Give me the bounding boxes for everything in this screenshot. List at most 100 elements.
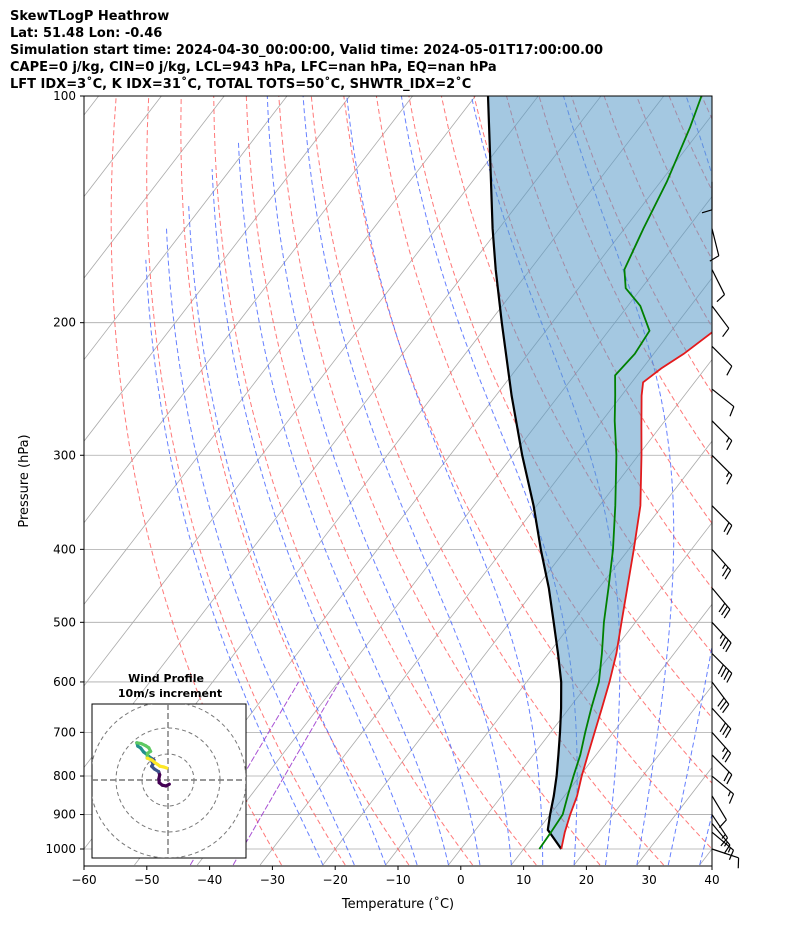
shade-layer bbox=[488, 96, 712, 849]
indices-line: LFT IDX=3˚C, K IDX=31˚C, TOTAL TOTS=50˚C… bbox=[10, 77, 472, 92]
wind-barb-flag bbox=[723, 844, 731, 855]
wind-barb-half-flag bbox=[722, 746, 726, 753]
wind-barb-flag bbox=[723, 670, 730, 680]
wind-barb-staff bbox=[711, 795, 727, 821]
isotherm-line bbox=[573, 685, 712, 866]
wind-barb-half-flag bbox=[719, 633, 724, 639]
time-line: Simulation start time: 2024-04-30_00:00:… bbox=[10, 43, 603, 58]
y-tick-label: 1000 bbox=[45, 842, 76, 856]
axis-layer: −60 −50 −40 −30 −20 −10 0 10 20 30 40 1000 900 800 700… bbox=[45, 89, 719, 887]
isotherm-line bbox=[448, 522, 712, 866]
x-tick-label: 40 bbox=[704, 873, 719, 887]
hodograph-title: Wind Profile bbox=[128, 672, 204, 685]
isotherm-line bbox=[84, 96, 288, 361]
x-tick-label: −50 bbox=[134, 873, 159, 887]
wind-barb-flag bbox=[726, 774, 733, 785]
wind-barb-staff bbox=[711, 388, 735, 408]
wind-barb-flag bbox=[723, 522, 730, 533]
wind-barb bbox=[709, 228, 720, 262]
chart-title-block: SkewTLogP Heathrow Lat: 51.48 Lon: -0.46… bbox=[10, 8, 790, 93]
wind-barb-flag bbox=[717, 697, 725, 707]
wind-barb-flag bbox=[716, 294, 725, 303]
wind-barbs bbox=[701, 181, 740, 869]
x-tick-label: 20 bbox=[579, 873, 594, 887]
wind-barb bbox=[711, 454, 733, 485]
location-line: Lat: 51.48 Lon: -0.46 bbox=[10, 26, 163, 41]
dry-adiabat-line bbox=[180, 96, 410, 866]
series-layer bbox=[486, 96, 712, 850]
wind-barb-half-flag bbox=[723, 841, 728, 847]
dry-adiabat-line bbox=[408, 96, 712, 719]
wind-barb-staff bbox=[711, 587, 731, 610]
isotherm-line bbox=[84, 96, 413, 524]
wind-barb-staff bbox=[711, 823, 731, 846]
parcel-profile-line bbox=[486, 96, 563, 850]
wind-barb bbox=[711, 795, 727, 828]
moist-adiabat-line bbox=[667, 96, 712, 866]
isotherm-line bbox=[763, 96, 794, 865]
moist-adiabat-line bbox=[188, 205, 387, 866]
hodograph-frame bbox=[91, 703, 247, 859]
dry-adiabat-line bbox=[213, 96, 474, 866]
wind-barb bbox=[711, 754, 733, 785]
wind-barb bbox=[701, 181, 713, 214]
moist-adiabat-line bbox=[166, 228, 355, 866]
wind-barb-flag bbox=[709, 255, 720, 262]
hodograph: Wind Profile 10m/s increment bbox=[91, 672, 247, 859]
wind-barb-flag bbox=[726, 673, 733, 683]
y-tick-label: 800 bbox=[53, 769, 76, 783]
moist-adiabat-line bbox=[302, 96, 512, 866]
wind-barb-half-flag bbox=[727, 847, 731, 853]
wind-barb-flag bbox=[720, 667, 727, 678]
moist-adiabat-line bbox=[145, 259, 324, 866]
wind-barb-flag bbox=[725, 642, 732, 653]
wind-barb-flag bbox=[722, 725, 729, 736]
wind-barb bbox=[711, 388, 735, 417]
mixing-ratio-line bbox=[232, 681, 340, 866]
wind-barb-staff bbox=[711, 345, 733, 367]
wind-barb-staff bbox=[711, 731, 732, 754]
parcel-shaded-area bbox=[488, 96, 712, 849]
wind-barb-half-flag bbox=[721, 834, 726, 839]
wind-barb-flag bbox=[721, 566, 729, 577]
wind-barb-half-flag bbox=[725, 471, 730, 478]
wind-barb-flag bbox=[728, 849, 735, 860]
dry-adiabat-line bbox=[538, 96, 712, 460]
wind-barb-flag bbox=[729, 406, 735, 417]
x-tick-label: −60 bbox=[71, 873, 96, 887]
y-tick-label: 900 bbox=[53, 808, 76, 822]
wind-barb-flag bbox=[722, 327, 730, 338]
y-tick-label: 400 bbox=[53, 542, 76, 556]
wind-barb-half-flag bbox=[727, 791, 731, 797]
x-tick-label: −20 bbox=[323, 873, 348, 887]
wind-barb bbox=[711, 848, 740, 869]
wind-barb bbox=[711, 814, 729, 847]
wind-barb-flag bbox=[724, 569, 732, 580]
wind-barb bbox=[711, 269, 726, 303]
dry-adiabat-line bbox=[110, 96, 282, 866]
x-tick-label: −10 bbox=[385, 873, 410, 887]
wind-barb-flag bbox=[722, 703, 730, 714]
wind-barb bbox=[711, 653, 733, 683]
wind-barb-flag bbox=[718, 602, 726, 613]
wind-barb-staff bbox=[711, 653, 733, 674]
wind-barb-flag bbox=[719, 722, 726, 733]
dry-adiabat-line bbox=[245, 96, 537, 866]
wind-barb-flag bbox=[723, 609, 731, 619]
x-axis-label: Temperature (˚C) bbox=[341, 896, 454, 912]
hodograph-segment bbox=[162, 765, 169, 770]
isotherm-line bbox=[84, 96, 351, 442]
wind-barb-flag bbox=[720, 837, 728, 847]
wind-barb bbox=[711, 587, 731, 619]
wind-barb-staff bbox=[711, 681, 730, 705]
temperature-line bbox=[560, 331, 712, 850]
wind-barb-staff bbox=[711, 831, 734, 851]
y-tick-label: 200 bbox=[53, 316, 76, 330]
wind-barb-flag bbox=[723, 771, 730, 782]
cape-line: CAPE=0 j/kg, CIN=0 j/kg, LCL=943 hPa, LF… bbox=[10, 60, 497, 75]
wind-barb-flag bbox=[724, 728, 732, 739]
hodograph-subtitle: 10m/s increment bbox=[118, 687, 222, 700]
hodograph-plot bbox=[92, 704, 246, 858]
wind-barb-flag bbox=[721, 749, 729, 760]
